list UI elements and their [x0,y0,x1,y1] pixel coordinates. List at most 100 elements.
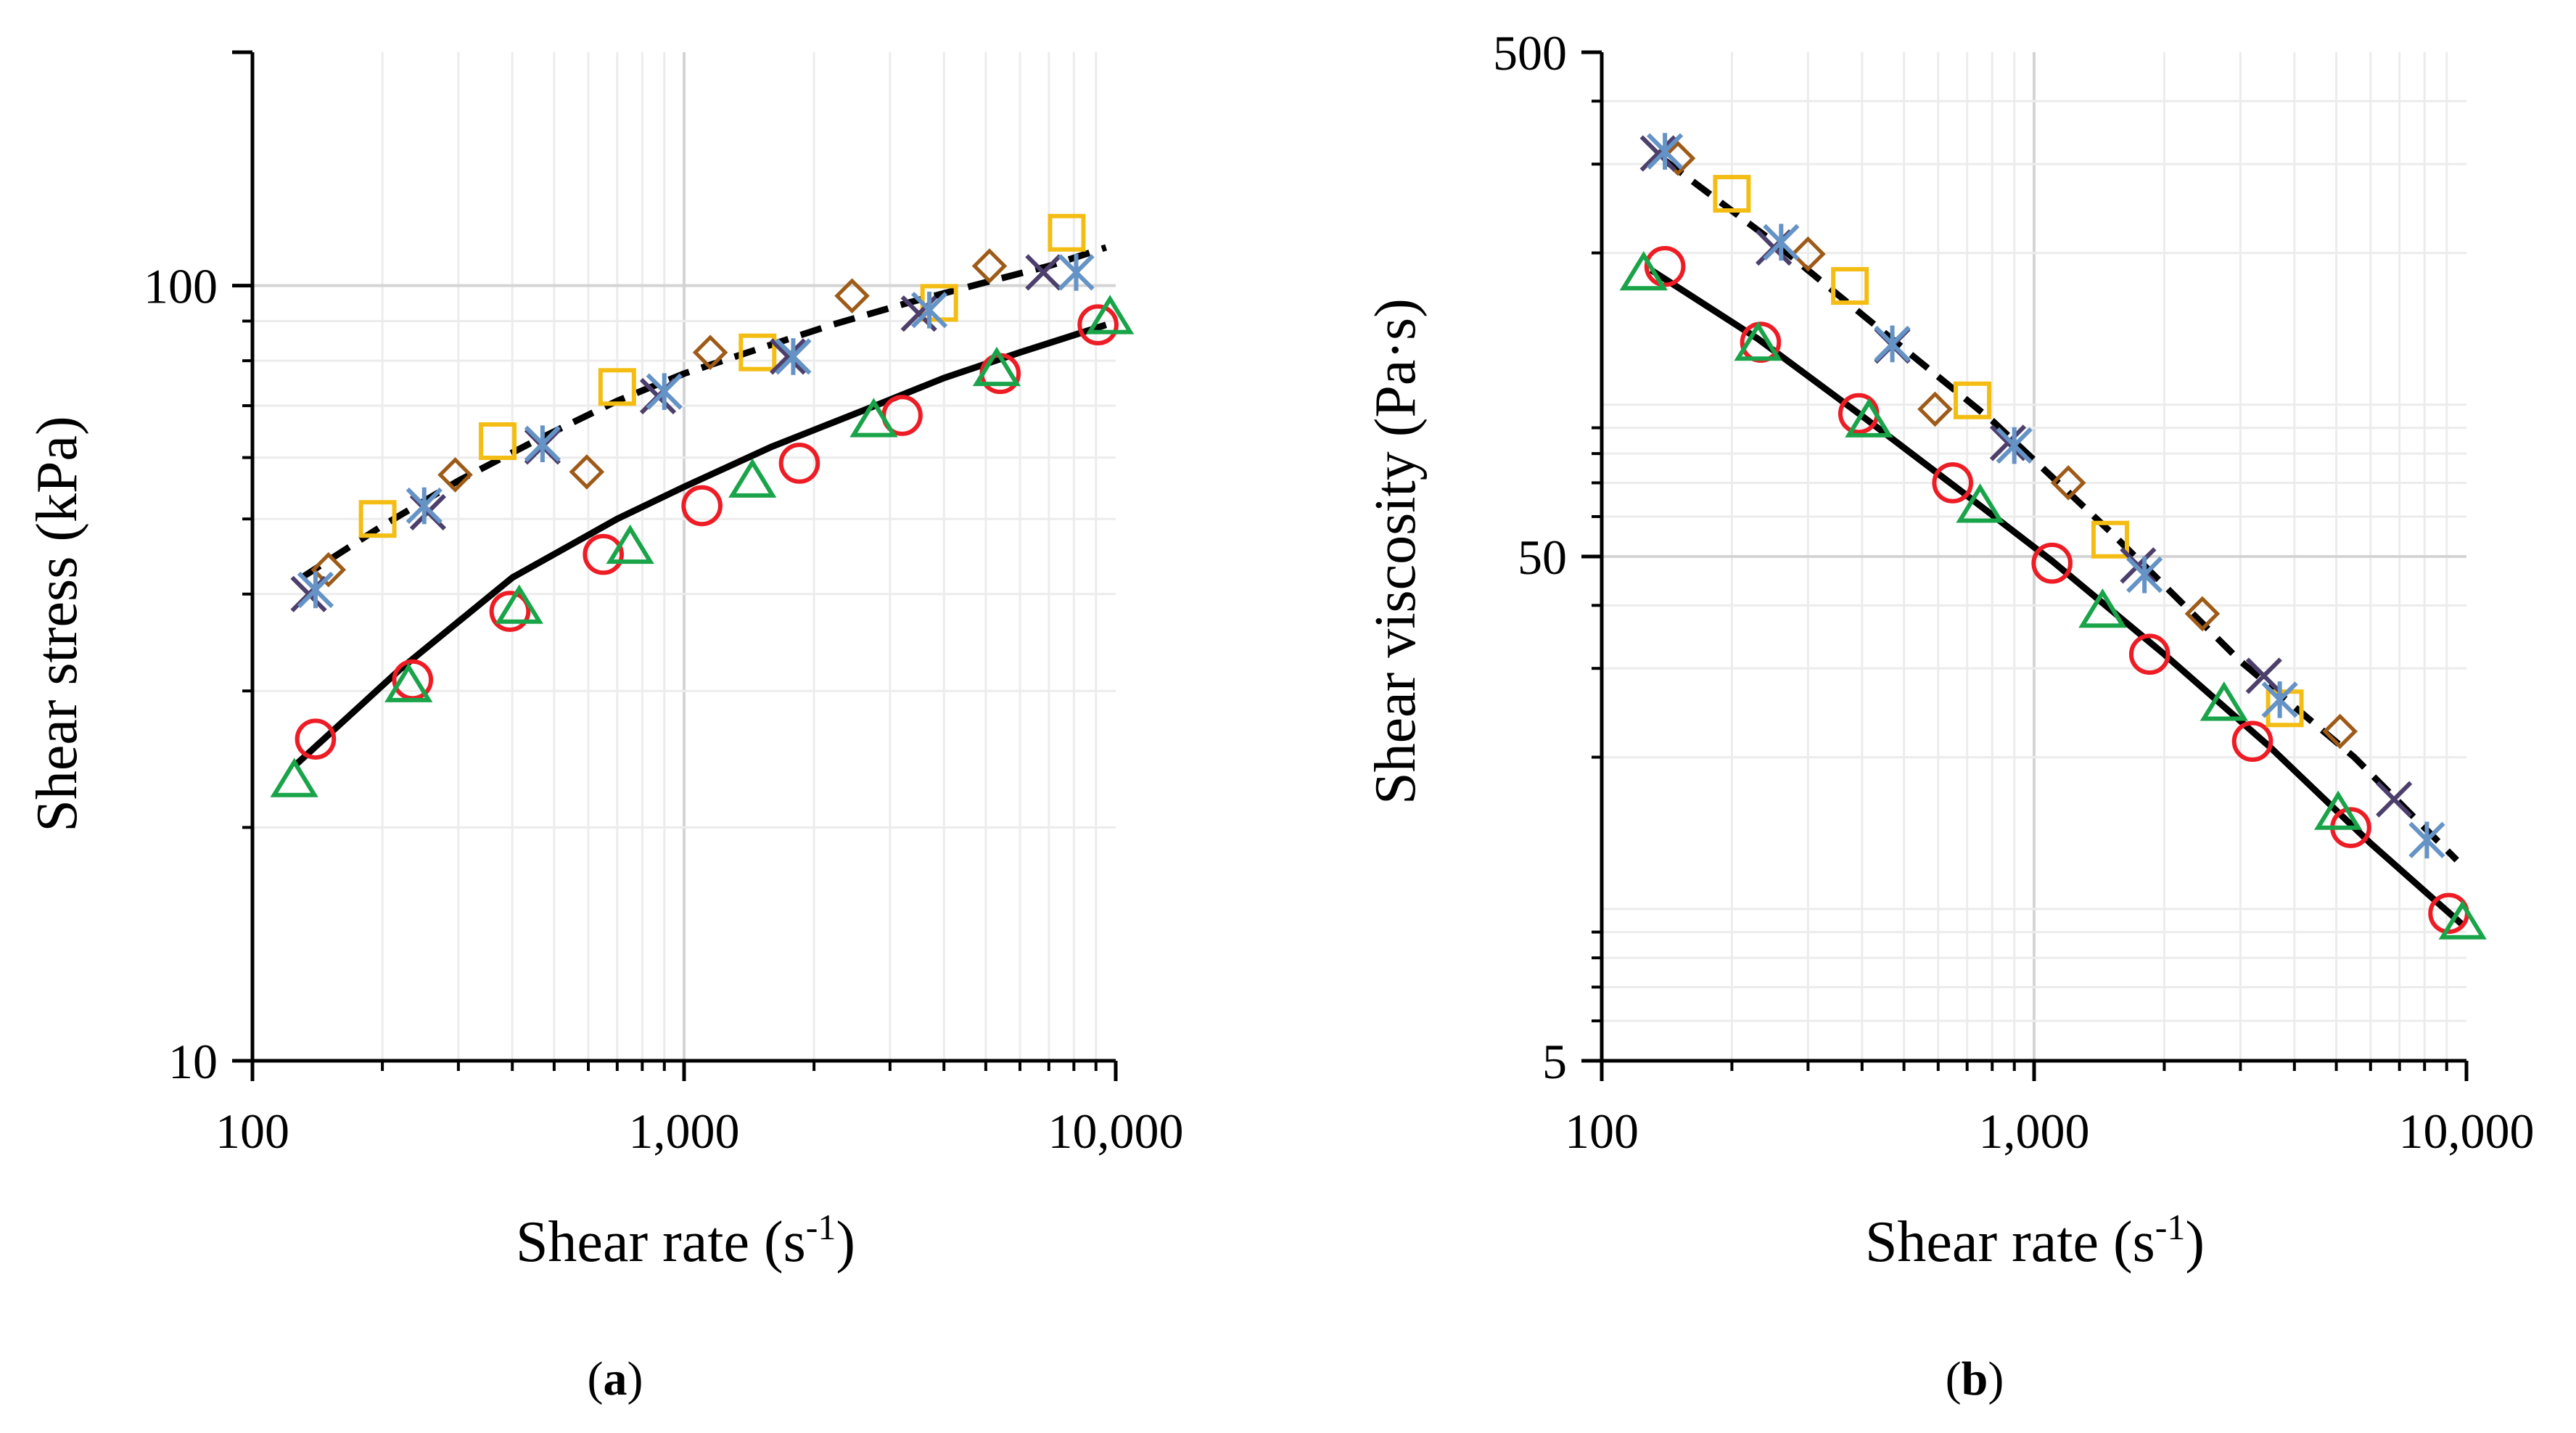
triangle-marker-b [2313,790,2363,830]
y-tick-label-a: 100 [144,259,218,314]
diamond-marker-b [1917,391,1953,427]
cross-marker-b-stroke [1639,135,1676,172]
triangle-marker-a [1085,295,1135,334]
axes-a [232,50,1118,1081]
triangle-marker-a [728,458,777,498]
y-axis-title-b: Shear viscosity (Pa·s) [1364,298,1428,805]
circle-marker-a [778,443,820,484]
circle-marker-a [583,533,624,575]
square-marker-b [1831,267,1869,305]
markers-a [270,213,1135,797]
square-marker-a [479,422,517,460]
circle-marker-b [2031,542,2073,584]
asterisk-marker-b [2126,556,2163,594]
x-tick-label-a: 100 [215,1104,289,1159]
fit-upper-line-a [300,244,1108,580]
asterisk-marker-a [646,373,683,410]
asterisk-marker-a [297,571,334,609]
diamond-marker-a [310,551,347,588]
square-marker-a [1048,213,1086,252]
square-marker-a [738,333,777,371]
circle-marker-a [489,591,531,632]
triangle-marker-b [2438,900,2487,940]
cross-marker-a [770,338,807,375]
triangle-marker-a [270,757,318,797]
diamond-marker-a [692,334,728,371]
panel-label-a: (a) [588,1352,643,1405]
chart-panel-b: 100 1,000 10,000 5 50 500 Shear rate (s-1) Sh… [1364,25,2535,1405]
cross-marker-b-stroke [2245,657,2282,694]
cross-marker-a-stroke [1025,254,1062,291]
cross-marker-b [2245,657,2282,694]
cross-marker-b [1989,424,2027,461]
x-tick-label-a: 10,000 [1048,1104,1184,1159]
diamond-marker-b [1790,236,1826,272]
circle-marker-b [1644,245,1686,287]
square-marker-a [598,368,636,406]
asterisk-marker-a [1058,254,1095,291]
circle-marker-b [2231,720,2273,763]
x-axis-title-b: Shear rate (s-1) [1865,1207,2205,1274]
x-tick-label-a: 1,000 [629,1104,740,1159]
diamond-marker-b [2322,713,2358,750]
y-tick-label-a: 10 [168,1034,218,1089]
cross-marker-a [1025,254,1062,291]
square-marker-a [358,500,397,538]
tick-labels-a: 100 1,000 10,000 10 100 [144,259,1184,1159]
triangle-marker-a [849,398,898,438]
fit-lower-line-b [1649,267,2465,928]
chart-panel-a: 100 1,000 10,000 10 100 Shear rate (s-1) She… [25,50,1184,1405]
asterisk-marker-b [1763,223,1800,261]
asterisk-marker-b [1646,133,1684,170]
axes-b [1581,50,2469,1081]
triangle-marker-b [1845,398,1893,438]
asterisk-marker-b [1874,325,1911,363]
diamond-marker-b [2184,596,2221,632]
square-marker-b [2091,520,2129,559]
cross-marker-b [2376,781,2413,818]
x-tick-label-b: 100 [1565,1104,1639,1159]
grid-a [252,52,1116,1061]
circle-marker-a [295,718,337,760]
x-tick-label-b: 1,000 [1979,1104,2090,1159]
cross-marker-a-stroke [770,338,807,375]
tick-labels-b: 100 1,000 10,000 5 50 500 [1493,25,2535,1159]
triangle-marker-b [1734,321,1782,361]
triangle-marker-a [384,662,433,702]
grid-b [1602,52,2466,1061]
circle-marker-b [2128,633,2170,676]
x-axis-title-a: Shear rate (s-1) [516,1207,855,1274]
circle-marker-a [1077,304,1119,345]
markers-b [1619,133,2487,940]
fit-lines-a [292,244,1108,769]
square-marker-b [1713,175,1751,213]
diamond-marker-b [2050,465,2086,501]
diamond-marker-a [437,457,473,493]
y-axis-title-a: Shear stress (kPa) [25,416,89,832]
x-tick-label-b: 10,000 [2399,1104,2535,1159]
triangle-marker-b [1956,483,2004,523]
triangle-marker-a [606,524,654,564]
fit-upper-line-b [1663,157,2459,863]
triangle-marker-a [972,346,1021,387]
asterisk-marker-a [524,425,561,462]
panel-label-b: (b) [1946,1352,2004,1405]
cross-marker-b-stroke [2376,781,2413,818]
asterisk-marker-b [2261,681,2298,718]
asterisk-marker-a [775,338,812,375]
triangle-marker-b [2200,681,2249,721]
circle-marker-a [681,485,723,527]
triangle-marker-b [1619,250,1668,291]
asterisk-marker-b [2408,821,2445,859]
circle-marker-b [1932,462,1973,504]
asterisk-marker-b [1996,427,2033,464]
asterisk-marker-a [406,487,443,525]
diamond-marker-a [569,454,605,490]
y-tick-label-b: 500 [1493,25,1567,81]
cross-marker-b [1639,135,1676,172]
diamond-marker-a [834,278,870,314]
square-marker-b [2266,689,2304,728]
triangle-marker-a [495,584,543,624]
square-marker-b [1953,381,1991,419]
